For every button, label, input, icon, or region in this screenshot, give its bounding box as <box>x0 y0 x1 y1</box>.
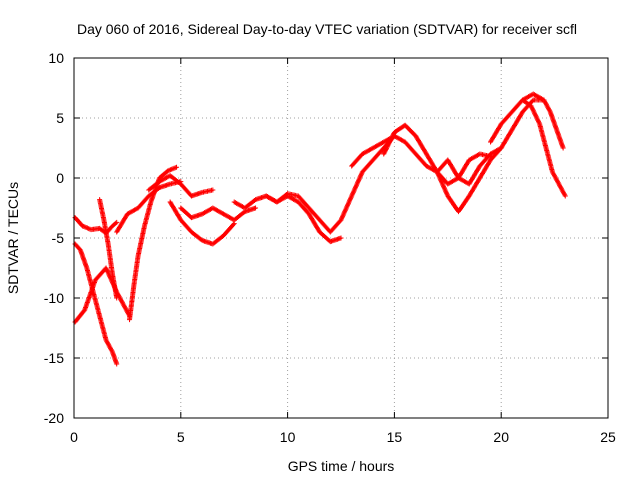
x-tick-label: 20 <box>493 429 509 445</box>
data-point-marker <box>386 141 392 147</box>
chart-title: Day 060 of 2016, Sidereal Day-to-day VTE… <box>77 21 577 37</box>
data-point-marker <box>389 134 395 140</box>
data-point-marker <box>338 235 344 241</box>
y-tick-label: 5 <box>56 110 64 126</box>
data-series-arc-o <box>488 91 566 151</box>
data-series-arc-i <box>178 205 259 223</box>
x-tick-label: 10 <box>280 429 296 445</box>
data-point-marker <box>385 143 391 149</box>
x-tick-label: 5 <box>177 429 185 445</box>
data-series-arc-j <box>231 193 344 245</box>
data-point-marker <box>390 132 396 138</box>
data-point-marker <box>382 149 388 155</box>
data-series-arc-d <box>97 197 120 301</box>
data-series-arc-c <box>72 265 133 325</box>
data-point-marker <box>114 219 120 225</box>
data-point-marker <box>385 142 391 148</box>
data-series-group <box>72 91 568 367</box>
y-axis-label: SDTVAR / TECUs <box>5 182 21 294</box>
data-point-marker <box>386 140 392 146</box>
data-point-marker <box>388 136 394 142</box>
data-point-marker <box>253 205 259 211</box>
y-tick-label: -20 <box>44 410 64 426</box>
data-point-marker <box>384 144 390 150</box>
data-point-marker <box>560 145 566 151</box>
axis-ticks: 0 5 10 15 20 25 -20 -15 -10 -5 0 5 10 <box>44 50 616 445</box>
x-tick-label: 15 <box>387 429 403 445</box>
data-point-marker <box>381 150 387 156</box>
data-point-marker <box>529 98 535 104</box>
data-series-arc-h <box>167 199 237 247</box>
data-point-marker <box>562 193 568 199</box>
x-tick-label: 25 <box>600 429 616 445</box>
data-series-arc-g <box>146 173 216 199</box>
data-series-arc-b <box>72 241 120 367</box>
data-series-arc-k <box>263 133 397 235</box>
data-point-marker <box>382 148 388 154</box>
data-point-marker <box>387 137 393 143</box>
data-point-marker <box>114 295 120 301</box>
data-point-marker <box>113 220 119 226</box>
data-series-arc-n <box>434 97 547 215</box>
data-point-marker <box>230 222 236 228</box>
data-point-marker <box>389 135 395 141</box>
data-point-marker <box>381 151 387 157</box>
data-point-marker <box>383 146 389 152</box>
x-axis-label: GPS time / hours <box>288 458 395 474</box>
y-tick-label: 10 <box>48 50 64 66</box>
data-point-marker <box>210 187 216 193</box>
x-tick-label: 0 <box>70 429 78 445</box>
data-series-arc-a <box>72 215 120 236</box>
data-point-marker <box>114 361 120 367</box>
data-series-arc-p <box>520 97 568 199</box>
y-tick-label: -5 <box>52 230 65 246</box>
data-point-marker <box>174 164 180 170</box>
data-point-marker <box>387 138 393 144</box>
data-point-marker <box>390 133 396 139</box>
y-tick-label: 0 <box>56 170 64 186</box>
data-series-arc-m <box>381 122 494 187</box>
y-tick-label: -10 <box>44 290 64 306</box>
y-tick-label: -15 <box>44 350 64 366</box>
data-point-marker <box>384 145 390 151</box>
